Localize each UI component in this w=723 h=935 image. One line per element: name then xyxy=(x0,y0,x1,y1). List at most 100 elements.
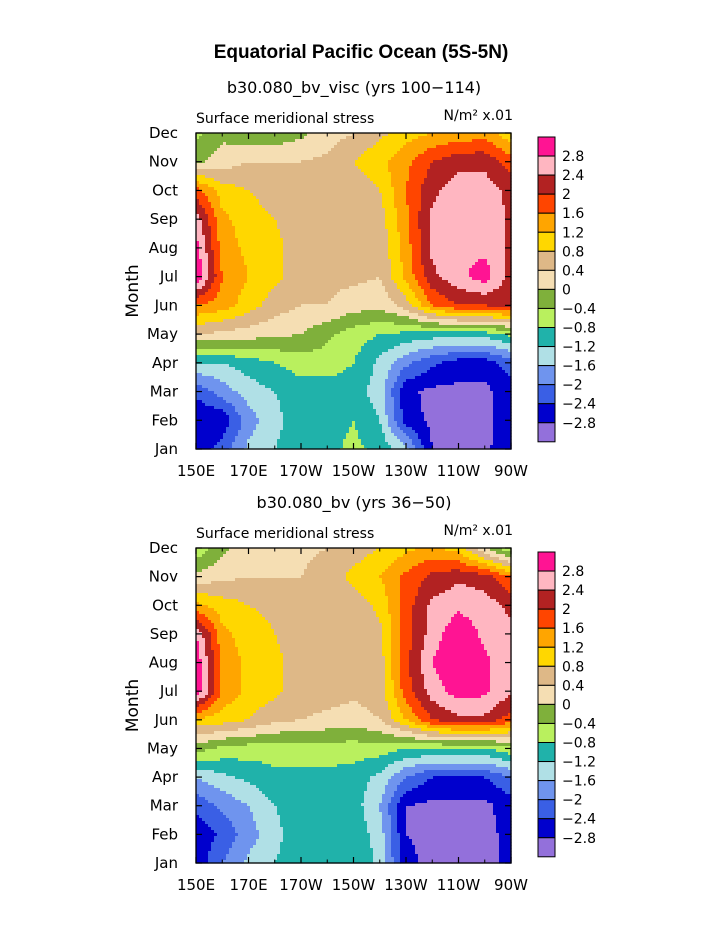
contour-cell xyxy=(433,346,497,350)
y-tick-label: May xyxy=(147,739,178,757)
contour-cell xyxy=(430,599,497,603)
contour-cell xyxy=(490,674,512,678)
contour-cell xyxy=(391,157,416,161)
contour-cell xyxy=(229,629,275,633)
contour-cell xyxy=(208,259,215,263)
contour-cell xyxy=(226,773,377,777)
contour-cell xyxy=(196,806,218,810)
contour-cell xyxy=(277,812,365,816)
contour-cell xyxy=(196,824,209,828)
contour-cell xyxy=(412,632,428,636)
contour-cell xyxy=(202,671,209,675)
contour-cell xyxy=(196,328,236,332)
contour-cell xyxy=(283,238,389,242)
contour-cell xyxy=(442,277,473,281)
contour-cell xyxy=(208,740,347,744)
contour-cell xyxy=(433,262,476,266)
contour-cell xyxy=(391,274,404,278)
contour-cell xyxy=(469,271,491,275)
contour-cell xyxy=(220,680,242,684)
contour-cell xyxy=(394,433,407,437)
contour-cell xyxy=(487,262,506,266)
contour-cell xyxy=(208,854,227,858)
contour-cell xyxy=(244,283,278,287)
contour-cell xyxy=(418,319,458,323)
contour-cell xyxy=(250,406,281,410)
contour-cell xyxy=(226,854,248,858)
contour-cell xyxy=(232,442,248,446)
contour-cell xyxy=(391,674,401,678)
contour-cell xyxy=(391,364,410,368)
contour-cell xyxy=(205,211,215,215)
contour-cell xyxy=(427,800,488,804)
contour-cell xyxy=(259,833,284,837)
contour-cell xyxy=(394,680,401,684)
contour-cell xyxy=(391,830,398,834)
contour-cell xyxy=(403,409,422,413)
contour-cell xyxy=(418,587,452,591)
contour-cell xyxy=(223,436,236,440)
contour-cell xyxy=(382,815,392,819)
contour-cell xyxy=(379,421,389,425)
contour-cell xyxy=(400,620,413,624)
contour-cell xyxy=(400,800,428,804)
contour-cell xyxy=(211,647,221,651)
contour-cell xyxy=(217,641,236,645)
contour-cell xyxy=(442,683,491,687)
contour-cell xyxy=(358,590,386,594)
contour-cell xyxy=(487,259,506,263)
contour-cell xyxy=(475,151,485,155)
contour-cell xyxy=(202,662,209,666)
contour-cell xyxy=(454,584,467,588)
contour-cell xyxy=(238,728,326,732)
contour-cell xyxy=(391,262,404,266)
contour-cell xyxy=(406,181,425,185)
contour-cell xyxy=(493,406,512,410)
contour-cell xyxy=(205,614,221,618)
y-axis-label: Month xyxy=(123,679,143,732)
colorbar-box xyxy=(537,403,556,424)
contour-cell xyxy=(223,397,245,401)
contour-cell xyxy=(196,265,203,269)
y-tick-label: Jul xyxy=(159,268,178,286)
contour-cell xyxy=(502,202,512,206)
contour-cell xyxy=(196,578,236,582)
contour-cell xyxy=(196,743,248,747)
contour-cell xyxy=(421,208,431,212)
colorbar-box xyxy=(537,250,556,271)
contour-cell xyxy=(409,175,428,179)
contour-cell xyxy=(397,698,407,702)
contour-cell xyxy=(244,256,284,260)
contour-cell xyxy=(304,136,347,140)
contour-cell xyxy=(493,394,512,398)
contour-cell xyxy=(367,394,386,398)
contour-cell xyxy=(283,689,386,693)
colorbar-label: −2 xyxy=(562,378,583,394)
contour-cell xyxy=(424,412,494,416)
contour-cell xyxy=(196,250,200,254)
y-tick-label: Jan xyxy=(154,440,178,458)
contour-cell xyxy=(412,256,422,260)
contour-cell xyxy=(220,256,245,260)
contour-cell xyxy=(391,614,401,618)
contour-cell xyxy=(325,728,368,732)
contour-cell xyxy=(313,157,359,161)
contour-cell xyxy=(496,830,512,834)
contour-cell xyxy=(211,704,227,708)
contour-cell xyxy=(436,650,488,654)
contour-cell xyxy=(247,403,281,407)
contour-cell xyxy=(424,388,491,392)
contour-cell xyxy=(421,205,434,209)
contour-cell xyxy=(223,554,317,558)
contour-cell xyxy=(280,400,371,404)
contour-cell xyxy=(232,166,359,170)
contour-cell xyxy=(397,704,410,708)
contour-cell xyxy=(394,734,428,738)
contour-cell xyxy=(220,283,245,287)
contour-cell xyxy=(196,334,293,338)
contour-cell xyxy=(409,229,422,233)
contour-cell xyxy=(226,427,242,431)
contour-cell xyxy=(505,587,512,591)
contour-cell xyxy=(256,415,284,419)
contour-cell xyxy=(196,307,230,311)
